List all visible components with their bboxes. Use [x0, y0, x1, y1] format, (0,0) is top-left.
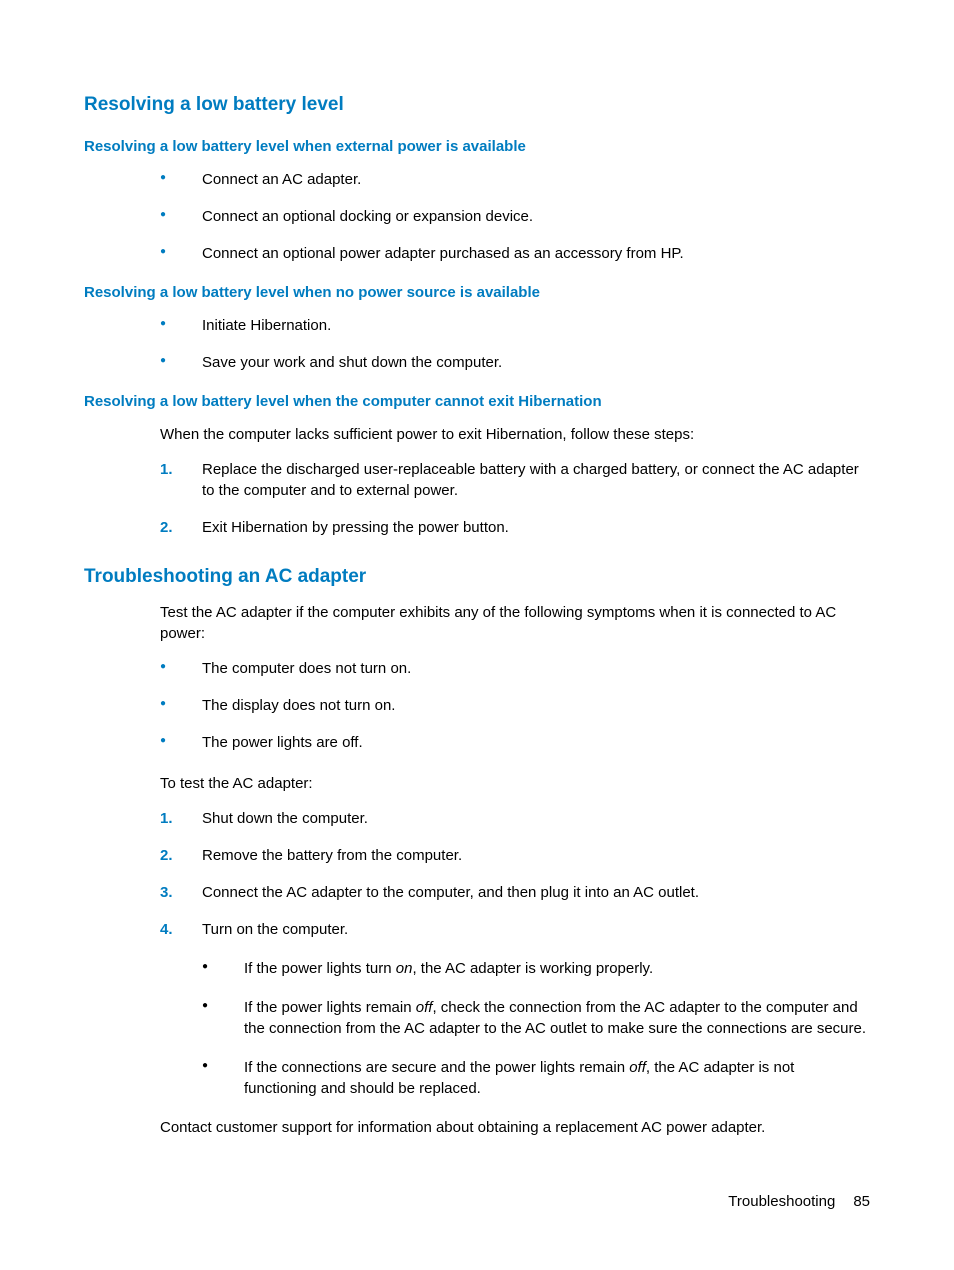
- section-troubleshooting-adapter: Troubleshooting an AC adapter Test the A…: [84, 566, 870, 1138]
- subheading-hibernation: Resolving a low battery level when the c…: [84, 393, 870, 410]
- test-label: To test the AC adapter:: [160, 773, 870, 794]
- subheading-external-power: Resolving a low battery level when exter…: [84, 138, 870, 155]
- list-item: Connect an AC adapter.: [160, 169, 870, 190]
- list-external-power: Connect an AC adapter. Connect an option…: [160, 169, 870, 264]
- section-resolving-low-battery: Resolving a low battery level Resolving …: [84, 94, 870, 538]
- list-item: Connect an optional docking or expansion…: [160, 206, 870, 227]
- heading-troubleshooting: Troubleshooting an AC adapter: [84, 566, 870, 588]
- list-item: Turn on the computer. If the power light…: [160, 919, 870, 1099]
- intro-hibernation: When the computer lacks sufficient power…: [160, 424, 870, 445]
- list-item: If the power lights remain off, check th…: [202, 997, 870, 1039]
- list-item: Exit Hibernation by pressing the power b…: [160, 517, 870, 538]
- list-item: The power lights are off.: [160, 732, 870, 753]
- list-item: Replace the discharged user-replaceable …: [160, 459, 870, 501]
- list-item: Shut down the computer.: [160, 808, 870, 829]
- footer-page-number: 85: [853, 1193, 870, 1210]
- list-item: If the power lights turn on, the AC adap…: [202, 958, 870, 979]
- list-item: If the connections are secure and the po…: [202, 1057, 870, 1099]
- list-item: Connect the AC adapter to the computer, …: [160, 882, 870, 903]
- list-item: Connect an optional power adapter purcha…: [160, 243, 870, 264]
- outro-contact: Contact customer support for information…: [160, 1117, 870, 1138]
- page-footer: Troubleshooting 85: [728, 1193, 870, 1210]
- list-item: Save your work and shut down the compute…: [160, 352, 870, 373]
- intro-troubleshooting: Test the AC adapter if the computer exhi…: [160, 602, 870, 644]
- list-no-power: Initiate Hibernation. Save your work and…: [160, 315, 870, 373]
- step-text: Turn on the computer.: [202, 921, 348, 938]
- steps-test-adapter: Shut down the computer. Remove the batte…: [160, 808, 870, 1099]
- subheading-no-power: Resolving a low battery level when no po…: [84, 284, 870, 301]
- footer-section: Troubleshooting: [728, 1193, 835, 1210]
- list-item: The computer does not turn on.: [160, 658, 870, 679]
- list-item: Initiate Hibernation.: [160, 315, 870, 336]
- list-item: Remove the battery from the computer.: [160, 845, 870, 866]
- list-symptoms: The computer does not turn on. The displ…: [160, 658, 870, 753]
- nested-results: If the power lights turn on, the AC adap…: [202, 958, 870, 1099]
- heading-resolving: Resolving a low battery level: [84, 94, 870, 116]
- list-item: The display does not turn on.: [160, 695, 870, 716]
- steps-hibernation: Replace the discharged user-replaceable …: [160, 459, 870, 538]
